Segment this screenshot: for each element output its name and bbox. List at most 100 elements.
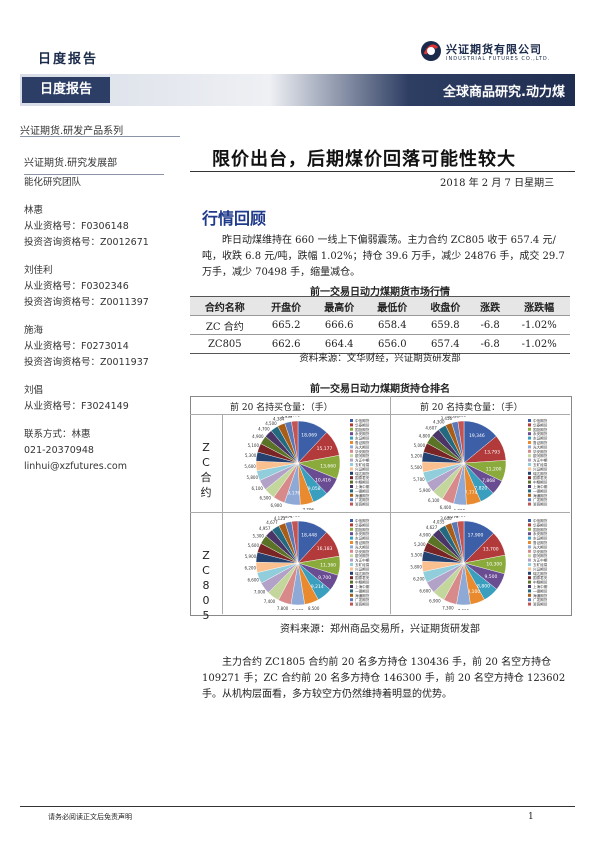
legend-entry: 鲁证期货 xyxy=(355,440,370,445)
legend-entry: 东证期货 xyxy=(355,436,370,441)
report-date: 2018 年 2 月 7 日星期三 xyxy=(440,178,555,189)
table-row: ZC805 662.6 664.4 656.0 657.4 -6.8 -1.02… xyxy=(190,334,570,354)
department-name: 兴证期货.研究发展部 xyxy=(24,158,118,169)
legend-entry: 中信期货 xyxy=(533,418,548,423)
pie-data-label: 4,627 xyxy=(426,525,438,530)
contact-email[interactable]: linhui@xzfutures.com xyxy=(24,461,128,472)
legend-swatch xyxy=(528,567,531,571)
legend-swatch xyxy=(528,493,531,497)
pie-data-label: 3,874 xyxy=(281,516,293,519)
legend-entry: 广发期货 xyxy=(533,597,548,602)
pie-data-label: 5,300 xyxy=(253,534,265,539)
legend-swatch xyxy=(350,463,353,466)
page-title: 限价出台，后期煤价回落可能性较大 xyxy=(212,149,516,170)
pie-data-label: 3,321 xyxy=(448,416,460,419)
pie-data-label: 4,677 xyxy=(266,520,278,525)
legend-swatch xyxy=(350,541,353,544)
legend-entry: 瑞达期货 xyxy=(533,571,548,576)
zc-buy-pie-chart: 18,069 15,177 13,660 10,416 9,058 7,706 9,176 6… xyxy=(244,416,370,510)
table-cell: 666.6 xyxy=(312,315,366,335)
legend-entry: 广发期货 xyxy=(355,497,370,502)
legend-entry: 华泰期货 xyxy=(355,422,370,427)
table-cell: 659.8 xyxy=(418,315,472,335)
banner-category: 全球商品研究.动力煤 xyxy=(443,85,565,100)
legend-entry: 永安期货 xyxy=(355,431,370,436)
pie-slice xyxy=(291,420,299,464)
legend-swatch xyxy=(528,432,531,436)
contact-label: 联系方式：林惠 xyxy=(24,429,91,440)
pie-data-label: 8,100 xyxy=(467,589,480,595)
legend-entry: 广发期货 xyxy=(355,597,370,602)
legend-entry: 国泰君安 xyxy=(355,575,370,580)
legend-entry: 光大期货 xyxy=(355,544,370,549)
legend-entry: 一德期货 xyxy=(533,588,548,593)
pie-data-label: 5,900 xyxy=(245,554,257,559)
pie-data-label: 6,100 xyxy=(428,498,440,503)
table-cell: -6.8 xyxy=(471,315,509,335)
legend-swatch xyxy=(528,571,531,575)
row-label-zc-contract: Z C 合 约 xyxy=(192,440,220,500)
pie-data-label: 7,300 xyxy=(442,606,454,610)
legend-swatch xyxy=(528,602,531,606)
legend-swatch xyxy=(528,563,531,566)
pie-data-label: 6,400 xyxy=(440,505,452,510)
market-review-paragraph: 昨日动煤维持在 660 一线上下偏弱震荡。主力合约 ZC805 收于 657.4… xyxy=(202,235,565,278)
analyst-investment-qual: 投资咨询资格号：Z0011937 xyxy=(24,357,149,368)
table-cell: 658.4 xyxy=(365,315,419,335)
legend-swatch xyxy=(528,527,531,531)
legend-swatch xyxy=(528,519,531,522)
legend-swatch xyxy=(528,558,531,562)
pie-data-label: 5,700 xyxy=(413,477,425,482)
legend-entry: 兴证期货 xyxy=(533,466,548,471)
legend-entry: 上海中期 xyxy=(533,584,548,589)
pie-data-label: 7,820 xyxy=(474,486,487,492)
legend-swatch xyxy=(528,589,531,593)
legend-entry: 五矿经易 xyxy=(355,562,370,567)
pie-data-label: 7,000 xyxy=(254,589,266,594)
legend-swatch xyxy=(350,580,353,584)
legend-entry: 中粮期货 xyxy=(533,580,548,585)
legend-swatch xyxy=(350,519,353,522)
legend-swatch xyxy=(528,593,531,597)
legend-entry: 国泰君安 xyxy=(533,475,548,480)
pie-data-label: 11,360 xyxy=(320,563,336,569)
legend-entry: 鲁证期货 xyxy=(355,540,370,545)
pie-data-label: 4,384 xyxy=(273,417,285,422)
table-cell: 664.4 xyxy=(312,334,366,354)
legend-entry: 永安期货 xyxy=(533,531,548,536)
legend-swatch xyxy=(350,576,353,580)
sidebar-divider xyxy=(24,174,164,175)
legend-swatch xyxy=(350,423,353,427)
legend-swatch xyxy=(528,485,531,488)
section-heading: 行情回顾 xyxy=(202,209,267,228)
table-cell: 665.2 xyxy=(259,315,313,335)
legend-entry: 方正中期 xyxy=(533,558,548,563)
analyst-block: 刘倡 从业资格号：F3024149 xyxy=(24,383,189,415)
pie-data-label: 6,100 xyxy=(252,486,264,491)
pie-data-label: 7,868 xyxy=(482,478,495,484)
legend-entry: 五矿经易 xyxy=(355,462,370,467)
legend-swatch xyxy=(350,419,353,422)
legend-swatch xyxy=(528,554,531,558)
legend-entry: 银河期货 xyxy=(533,453,548,458)
table-row: ZC 合约 665.2 666.6 658.4 659.8 -6.8 -1.02… xyxy=(190,315,570,335)
legend-swatch xyxy=(528,523,531,527)
pie-data-label: 15,177 xyxy=(317,446,333,452)
analyst-sidebar: 兴证期货.研究发展部 能化研究团队 林惠 从业资格号：F0306148 投资咨询… xyxy=(24,156,189,475)
legend-entry: 华泰期货 xyxy=(355,522,370,527)
legend-entry: 中信期货 xyxy=(355,418,370,423)
table-header: 涨跌 xyxy=(471,296,509,316)
legend-entry: 鲁证期货 xyxy=(533,540,548,545)
legend-entry: 国投期货 xyxy=(533,527,548,532)
row-label-char: 8 xyxy=(202,579,210,592)
pie-data-label: 9,500 xyxy=(485,574,498,580)
legend-swatch xyxy=(350,432,353,436)
pie-data-label: 4,700 xyxy=(258,427,270,432)
legend-entry: 东证期货 xyxy=(533,536,548,541)
legend-entry: 中粮期货 xyxy=(355,580,370,585)
legend-entry: 一德期货 xyxy=(355,488,370,493)
series-divider xyxy=(20,136,180,137)
legend-swatch xyxy=(350,436,353,440)
table-header: 合约名称 xyxy=(190,296,260,316)
legend-swatch xyxy=(528,423,531,427)
